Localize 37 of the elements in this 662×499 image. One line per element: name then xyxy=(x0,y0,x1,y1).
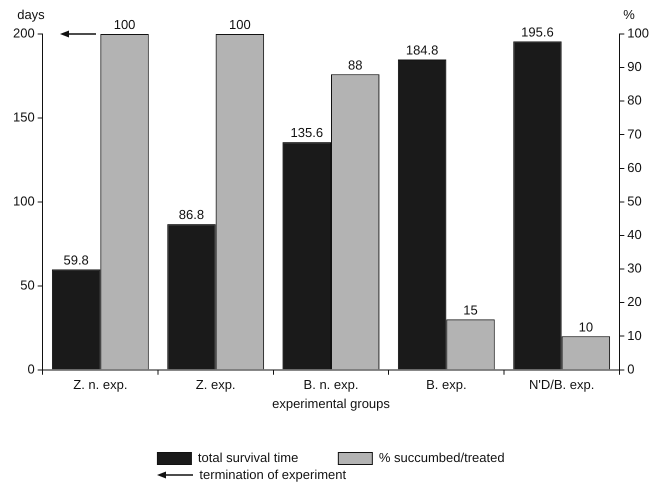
data-label: 135.6 xyxy=(290,125,324,140)
x-tick-label: Z. n. exp. xyxy=(73,377,128,392)
data-label: 10 xyxy=(578,319,594,334)
y2-tick-label: 80 xyxy=(627,92,642,108)
y2-tick-label: 60 xyxy=(627,160,642,175)
y2-axis-title: % xyxy=(623,7,636,22)
y-tick-label: 50 xyxy=(20,277,35,292)
y-tick-label: 0 xyxy=(27,361,35,376)
y2-tick-label: 30 xyxy=(627,260,642,276)
y-tick-label: 100 xyxy=(12,193,35,208)
data-label: 100 xyxy=(114,17,136,32)
data-label: 86.8 xyxy=(178,207,204,222)
x-tick-label: Z. exp. xyxy=(196,377,236,392)
data-label: 100 xyxy=(229,17,251,32)
y2-tick-label: 70 xyxy=(627,126,642,142)
y2-tick-label: 50 xyxy=(627,193,642,208)
y2-tick-label: 10 xyxy=(627,328,642,343)
data-label: 195.6 xyxy=(521,24,554,40)
y2-tick-label: 40 xyxy=(627,227,642,242)
legend-label: total survival time xyxy=(198,450,298,466)
y2-tick-label: 90 xyxy=(627,59,642,74)
text: termination of experiment xyxy=(199,467,346,482)
y-axis-title: days xyxy=(17,7,46,22)
y2-tick-label: 100 xyxy=(627,26,650,41)
y2-tick-label: 20 xyxy=(627,294,642,310)
data-label: 184.8 xyxy=(406,42,438,58)
x-tick-label: B. exp. xyxy=(426,377,467,392)
x-tick-label: B. n. exp. xyxy=(304,377,358,392)
data-label: 59.8 xyxy=(63,252,89,268)
data-label: 15 xyxy=(463,302,478,318)
y-tick-label: 150 xyxy=(12,110,35,125)
y-tick-label: 200 xyxy=(12,26,35,41)
data-label: 88 xyxy=(348,57,362,72)
legend-label: % succumbed/treated xyxy=(378,450,505,466)
y2-tick-label: 0 xyxy=(627,361,635,376)
x-tick-label: N'D/B. exp. xyxy=(528,377,594,392)
x-axis-title: experimental groups xyxy=(272,396,390,411)
